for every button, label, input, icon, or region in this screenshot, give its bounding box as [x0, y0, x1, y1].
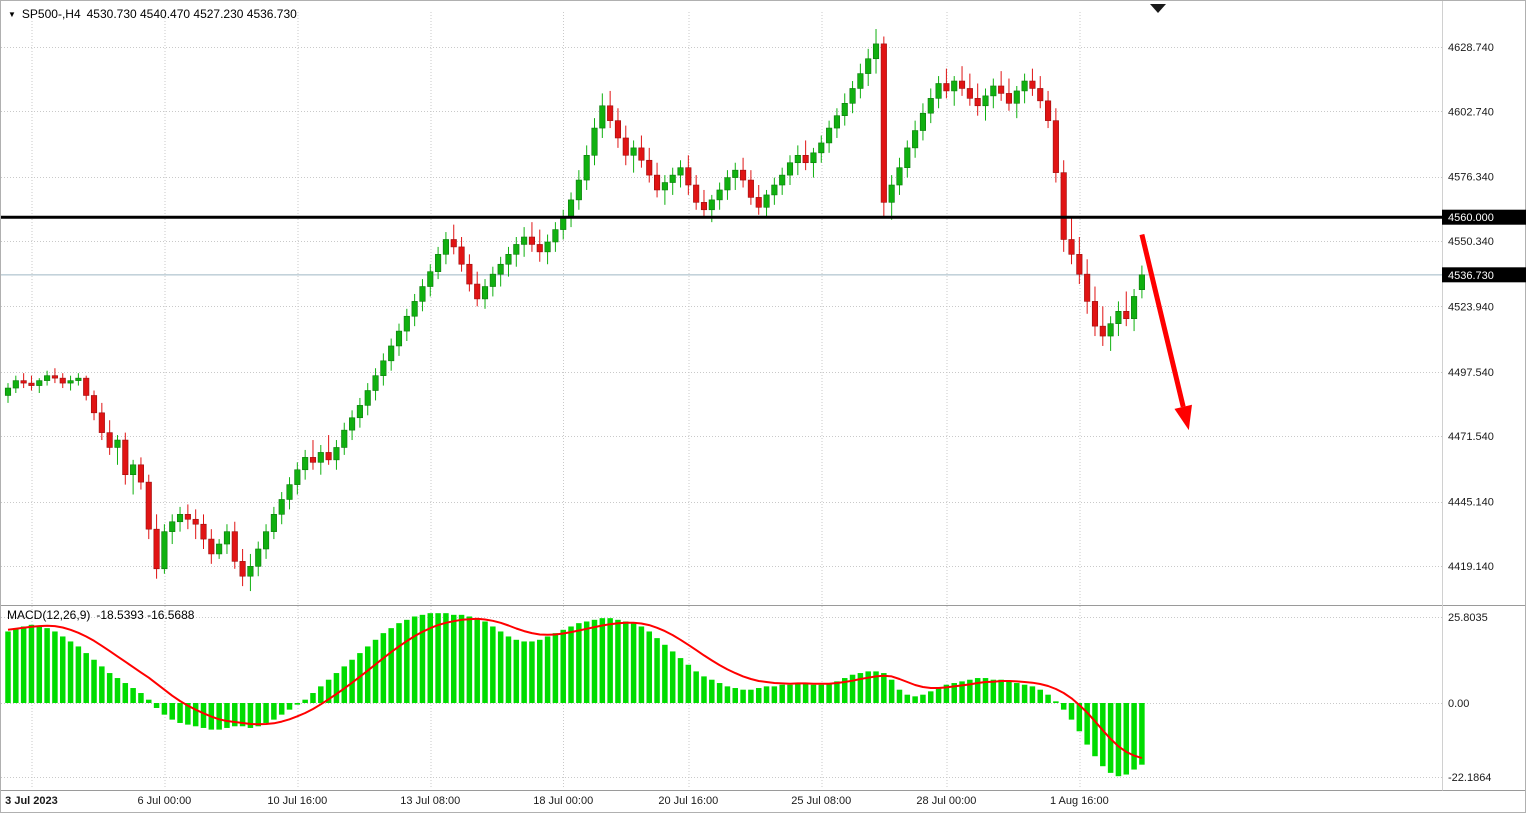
time-tick-label: 6 Jul 00:00 [137, 795, 191, 807]
price-tick-label: 4628.740 [1448, 42, 1494, 54]
time-axis: 3 Jul 2023 6 Jul 00:00 10 Jul 16:00 13 Jul … [5, 795, 1109, 807]
price-tick-label: 4602.740 [1448, 106, 1494, 118]
price-tick-label: 4523.940 [1448, 301, 1494, 313]
price-badge-level: 4560.000 [1442, 209, 1526, 225]
svg-text:4536.730: 4536.730 [1448, 270, 1494, 282]
price-tick-label: 4576.340 [1448, 172, 1494, 184]
time-tick-label: 25 Jul 08:00 [791, 795, 851, 807]
price-tick-label: 4550.340 [1448, 236, 1494, 248]
price-badge-last: 4536.730 [1442, 267, 1526, 283]
time-tick-label: 13 Jul 08:00 [400, 795, 460, 807]
price-tick-label: 4497.540 [1448, 367, 1494, 379]
candles-layer [4, 29, 1145, 592]
macd-tick-label: 0.00 [1448, 698, 1469, 710]
price-axis: 4628.740 4602.740 4576.340 4550.340 4523.940… [1448, 42, 1494, 784]
macd-tick-label: -22.1864 [1448, 772, 1491, 784]
macd-signal-line [7, 617, 1143, 760]
time-tick-label: 3 Jul 2023 [5, 795, 58, 807]
time-tick-label: 10 Jul 16:00 [267, 795, 327, 807]
price-tick-label: 4471.540 [1448, 431, 1494, 443]
grid-layer [1, 12, 1442, 789]
chart-shift-marker[interactable] [1150, 4, 1166, 13]
svg-text:4560.000: 4560.000 [1448, 212, 1494, 224]
price-tick-label: 4419.140 [1448, 561, 1494, 573]
time-tick-label: 28 Jul 00:00 [916, 795, 976, 807]
macd-histogram [5, 613, 1145, 777]
price-tick-label: 4445.140 [1448, 497, 1494, 509]
trend-arrow[interactable] [1139, 233, 1192, 431]
time-tick-label: 20 Jul 16:00 [658, 795, 718, 807]
time-tick-label: 18 Jul 00:00 [533, 795, 593, 807]
time-tick-label: 1 Aug 16:00 [1050, 795, 1109, 807]
macd-tick-label: 25.8035 [1448, 612, 1488, 624]
